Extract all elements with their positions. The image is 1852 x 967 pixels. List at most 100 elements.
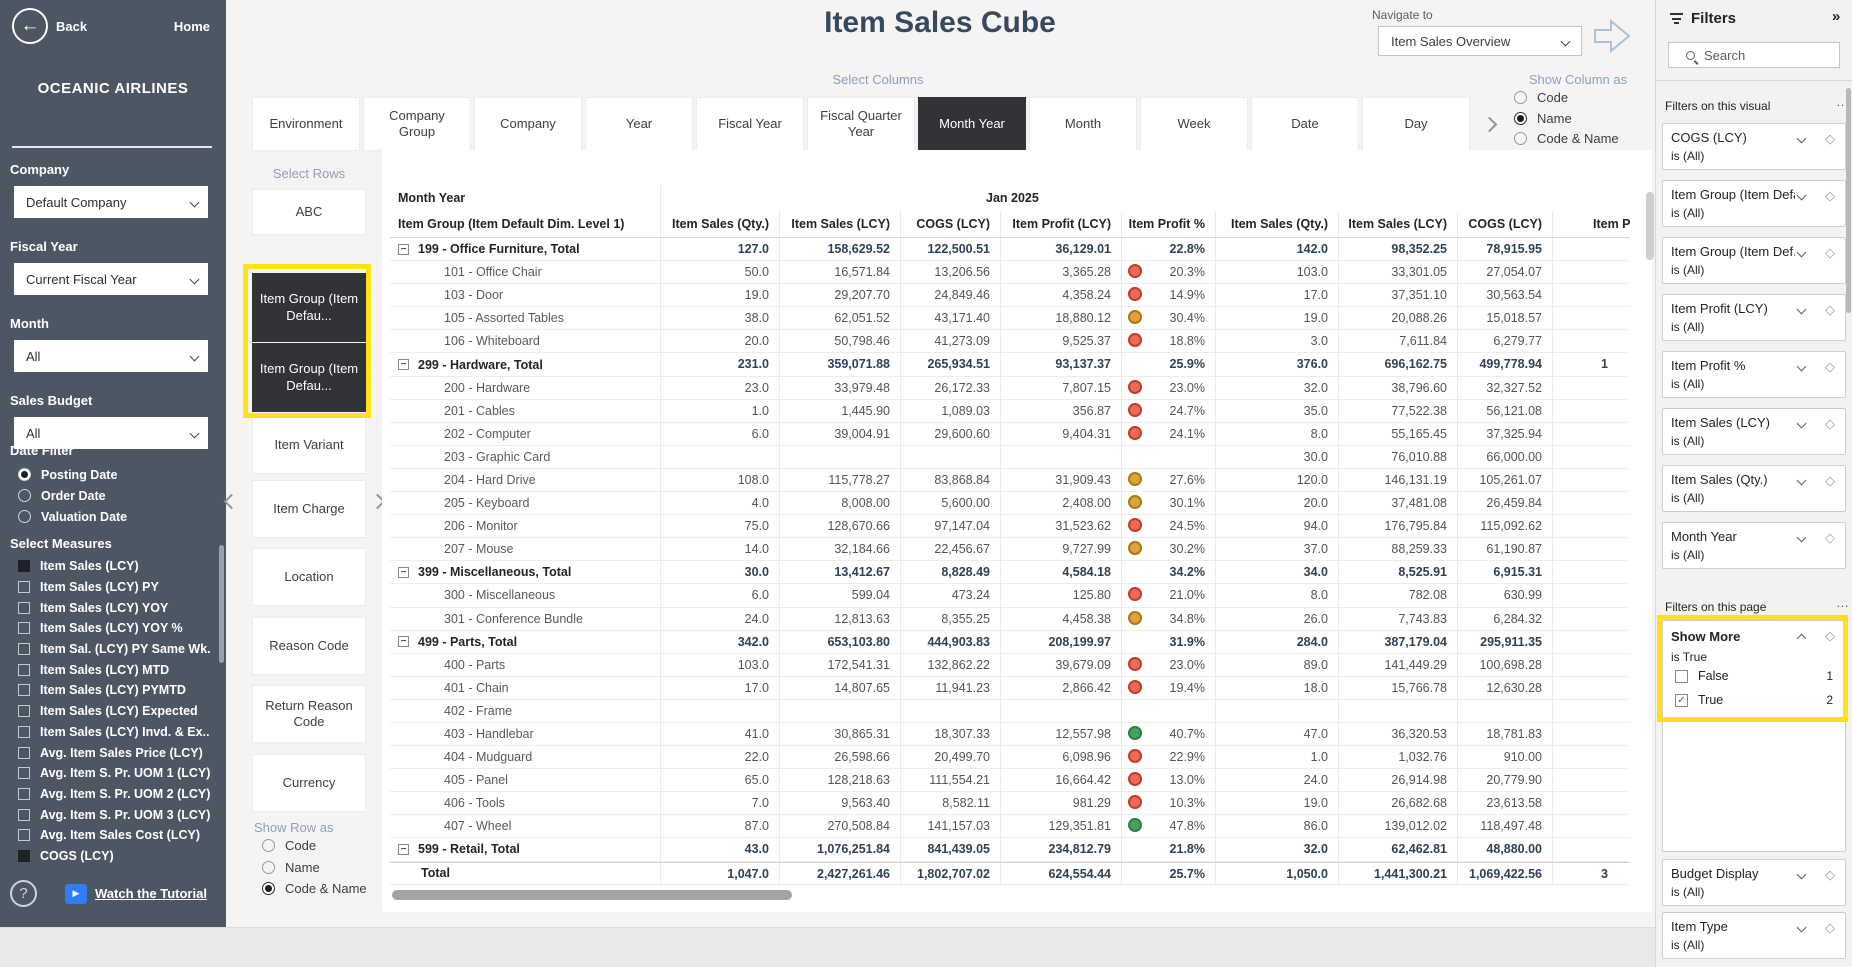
table-row[interactable]: 105 - Assorted Tables 38.0 62,051.52 43,171… — [390, 307, 1630, 331]
filter-card-item-group-item-def-[interactable]: Item Group (Item Def... is (All) ◇ — [1662, 237, 1846, 284]
table-row[interactable]: 204 - Hard Drive 108.0 115,778.27 83,868.84… — [390, 468, 1630, 493]
column-tab-environment[interactable]: Environment — [252, 97, 360, 151]
chevron-down-icon[interactable] — [1796, 133, 1807, 144]
home-button[interactable]: Home — [173, 19, 210, 34]
row-tab-reason-code[interactable]: Reason Code — [252, 617, 366, 675]
column-header[interactable]: Item Profit (LCY) — [1000, 211, 1121, 237]
column-header[interactable]: COGS (LCY) — [900, 211, 1000, 237]
table-row[interactable]: 200 - Hardware 23.0 33,979.48 26,172.33 7,80… — [390, 376, 1630, 400]
measure-item[interactable]: Item Sales (LCY) MTD — [18, 659, 216, 680]
checkbox-icon[interactable] — [18, 767, 30, 780]
measure-item[interactable]: Item Sal. (LCY) PY Same Wk. — [18, 639, 216, 660]
table-row[interactable]: 403 - Handlebar 41.0 30,865.31 18,307.33 12,… — [390, 722, 1630, 747]
radio-icon[interactable] — [262, 839, 275, 853]
checkbox-icon[interactable] — [18, 787, 30, 800]
column-tab-week[interactable]: Week — [1140, 97, 1248, 151]
collapse-icon[interactable]: − — [398, 843, 409, 855]
show-column-as-option-name[interactable]: Name — [1514, 108, 1653, 129]
chevron-down-icon[interactable] — [1796, 361, 1807, 372]
clear-filter-icon[interactable]: ◇ — [1825, 628, 1835, 643]
filters-search-input[interactable]: Search — [1668, 42, 1840, 68]
filter-dropdown[interactable]: Default Company — [14, 186, 208, 218]
filter-card-item-profit-lcy-[interactable]: Item Profit (LCY) is (All) ◇ — [1662, 294, 1846, 341]
radio-icon[interactable] — [262, 860, 275, 874]
column-header[interactable]: Item Sales (Qty.) — [1215, 211, 1338, 237]
column-header[interactable]: Item Sales (LCY) — [779, 211, 900, 237]
table-row[interactable]: 400 - Parts 103.0 172,541.31 132,862.22 39,6… — [390, 653, 1630, 677]
table-row[interactable]: 101 - Office Chair 50.0 16,571.84 13,206.56… — [390, 261, 1630, 285]
measure-item[interactable]: COGS (LCY) — [18, 846, 216, 867]
row-header-title[interactable]: Month Year — [398, 191, 466, 205]
measure-item[interactable]: Avg. Item Sales Cost (LCY) — [18, 825, 216, 846]
checkbox-icon[interactable] — [18, 581, 30, 594]
checkbox-icon[interactable] — [18, 746, 30, 759]
filter-card-month-year[interactable]: Month Year is (All) ◇ — [1662, 522, 1846, 569]
radio-icon[interactable] — [1514, 111, 1527, 125]
radio-icon[interactable] — [18, 468, 31, 481]
filter-card-title[interactable]: Show More — [1671, 629, 1741, 644]
table-row[interactable]: 201 - Cables 1.0 1,445.90 1,089.03 356.87 24.… — [390, 399, 1630, 423]
table-row[interactable]: −399 - Miscellaneous, Total 30.0 13,412.67… — [390, 561, 1630, 585]
table-row[interactable]: 404 - Mudguard 22.0 26,598.66 20,499.70 6,09… — [390, 746, 1630, 770]
clear-filter-icon[interactable]: ◇ — [1825, 530, 1835, 545]
measure-item[interactable]: Item Sales (LCY) PY — [18, 577, 216, 598]
table-row[interactable]: 406 - Tools 7.0 9,563.40 8,582.11 981.29 10.3… — [390, 792, 1630, 816]
radio-icon[interactable] — [1514, 90, 1527, 104]
table-row[interactable]: 106 - Whiteboard 20.0 50,798.46 41,273.09 9,… — [390, 330, 1630, 354]
table-row[interactable]: 402 - Frame — [390, 699, 1630, 723]
clear-filter-icon[interactable]: ◇ — [1825, 188, 1835, 203]
filter-dropdown[interactable]: All — [14, 340, 208, 372]
radio-icon[interactable] — [18, 510, 31, 523]
measure-item[interactable]: Avg. Item S. Pr. UOM 3 (LCY) — [18, 804, 216, 825]
table-row[interactable]: 202 - Computer 6.0 39,004.91 29,600.60 9,404… — [390, 422, 1630, 446]
row-tab-item-group-item-defau-[interactable]: Item Group (Item Defau... — [252, 343, 366, 412]
table-row[interactable]: 203 - Graphic Card 30.0 76,010.88 66,000.00 — [390, 445, 1630, 469]
navigate-arrow-icon[interactable] — [1591, 16, 1633, 61]
chevron-down-icon[interactable] — [1796, 532, 1807, 543]
column-tab-month[interactable]: Month — [1029, 97, 1137, 151]
chevron-down-icon[interactable] — [1796, 869, 1807, 880]
filter-card-budget-display[interactable]: Budget Display is (All) ◇ — [1662, 859, 1846, 906]
filter-card-item-sales-lcy-[interactable]: Item Sales (LCY) is (All) ◇ — [1662, 408, 1846, 455]
visual-section-more-icon[interactable]: … — [1836, 94, 1850, 109]
filter-card-cogs-lcy-[interactable]: COGS (LCY) is (All) ◇ — [1662, 123, 1846, 170]
column-tab-fiscal-year[interactable]: Fiscal Year — [696, 97, 804, 151]
column-tab-day[interactable]: Day — [1362, 97, 1470, 151]
measure-item[interactable]: Avg. Item S. Pr. UOM 1 (LCY) — [18, 763, 216, 784]
row-tab-location[interactable]: Location — [252, 548, 366, 606]
table-row[interactable]: −599 - Retail, Total 43.0 1,076,251.84 841,… — [390, 838, 1630, 862]
checkbox-icon[interactable] — [18, 643, 30, 656]
table-row[interactable]: −499 - Parts, Total 342.0 653,103.80 444,90… — [390, 630, 1630, 654]
watch-tutorial-link[interactable]: Watch the Tutorial — [95, 886, 207, 901]
row-tab-currency[interactable]: Currency — [252, 754, 366, 812]
filter-card-item-sales-qty-[interactable]: Item Sales (Qty.) is (All) ◇ — [1662, 465, 1846, 512]
filter-dropdown[interactable]: Current Fiscal Year — [14, 263, 208, 295]
column-tab-company-group[interactable]: Company Group — [363, 97, 471, 151]
columns-next-icon[interactable] — [1481, 116, 1498, 135]
checkbox-icon[interactable] — [18, 684, 30, 697]
measure-item[interactable]: Avg. Item Sales Price (LCY) — [18, 742, 216, 763]
back-label[interactable]: Back — [56, 19, 88, 34]
show-column-as-option-code-name[interactable]: Code & Name — [1514, 128, 1653, 149]
checkbox-icon[interactable] — [18, 808, 30, 821]
row-tab-item-charge[interactable]: Item Charge — [252, 480, 366, 538]
radio-icon[interactable] — [1514, 132, 1527, 146]
show-row-as-option-code-name[interactable]: Code & Name — [262, 878, 367, 900]
measure-item[interactable]: Item Sales (LCY) PYMTD — [18, 680, 216, 701]
measure-item[interactable]: Avg. Item S. Pr. UOM 2 (LCY) — [18, 784, 216, 805]
checkbox-icon[interactable] — [18, 601, 30, 614]
page-section-more-icon[interactable]: … — [1836, 595, 1850, 610]
filters-scrollbar[interactable] — [1846, 88, 1851, 313]
show-column-as-option-code[interactable]: Code — [1514, 87, 1653, 108]
column-header[interactable]: Item Profit % — [1121, 211, 1215, 237]
checkbox-icon[interactable] — [18, 622, 30, 635]
measure-item[interactable]: Item Sales (LCY) YOY % — [18, 618, 216, 639]
vertical-scrollbar[interactable] — [1646, 192, 1654, 260]
checkbox-icon[interactable] — [18, 725, 30, 738]
chevron-down-icon[interactable] — [1796, 922, 1807, 933]
sidebar-scrollbar[interactable] — [219, 545, 224, 663]
table-row[interactable]: −299 - Hardware, Total 231.0 359,071.88 265… — [390, 353, 1630, 377]
date-filter-option-valuation-date[interactable]: Valuation Date — [18, 506, 127, 527]
clear-filter-icon[interactable]: ◇ — [1825, 920, 1835, 935]
table-row[interactable]: 103 - Door 19.0 29,207.70 24,849.46 4,358.24… — [390, 284, 1630, 308]
